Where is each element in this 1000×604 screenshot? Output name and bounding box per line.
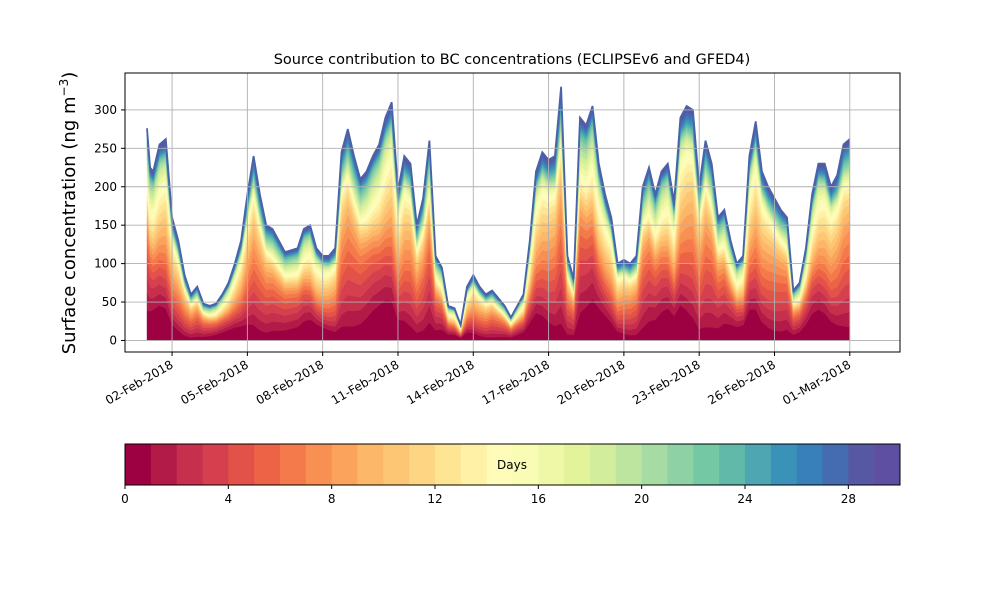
colorbar-swatch-24 <box>745 444 772 485</box>
colorbar: 0 4 8 12 16 20 24 28 <box>121 443 901 506</box>
grid-lines <box>125 73 900 352</box>
y-tick-label: 300 <box>94 103 117 117</box>
colorbar-swatch-29 <box>874 444 901 485</box>
colorbar-swatch-4 <box>228 444 255 485</box>
colorbar-swatch-22 <box>693 444 720 485</box>
y-axis-label: Surface concentration (ng m−3) <box>57 72 80 355</box>
colorbar-swatch-20 <box>641 444 668 485</box>
colorbar-swatch-27 <box>822 444 849 485</box>
colorbar-swatch-6 <box>280 444 307 485</box>
y-tick-label: 200 <box>94 180 117 194</box>
colorbar-tick-label: 28 <box>841 492 856 506</box>
colorbar-tick-label: 20 <box>634 492 649 506</box>
x-tick-label: 20-Feb-2018 <box>555 357 628 407</box>
colorbar-swatch-9 <box>357 444 384 485</box>
x-tick-label: 26-Feb-2018 <box>705 357 778 407</box>
colorbar-tick-label: 4 <box>225 492 233 506</box>
y-tick-label: 150 <box>94 218 117 232</box>
colorbar-swatch-11 <box>409 444 436 485</box>
colorbar-swatch-25 <box>770 444 798 485</box>
colorbar-swatch-5 <box>254 444 281 485</box>
colorbar-tick-label: 8 <box>328 492 336 506</box>
colorbar-tick-label: 12 <box>427 492 442 506</box>
colorbar-swatch-23 <box>719 444 746 485</box>
y-tick-label: 250 <box>94 141 117 155</box>
colorbar-swatch-2 <box>176 444 203 485</box>
y-axis-label-sup: −3 <box>57 79 71 97</box>
x-tick-label: 14-Feb-2018 <box>404 357 477 407</box>
x-tick-label: 23-Feb-2018 <box>630 357 703 407</box>
colorbar-swatch-28 <box>848 444 875 485</box>
colorbar-tick-label: 24 <box>737 492 752 506</box>
y-tick-label: 50 <box>102 295 117 309</box>
colorbar-swatch-18 <box>590 444 617 485</box>
colorbar-swatch-12 <box>435 444 462 485</box>
x-tick-label: 01-Mar-2018 <box>780 357 853 407</box>
y-tick-label: 100 <box>94 257 117 271</box>
x-tick-label: 11-Feb-2018 <box>329 357 402 407</box>
colorbar-swatch-3 <box>202 444 229 485</box>
x-tick-label: 02-Feb-2018 <box>103 357 176 407</box>
colorbar-swatch-16 <box>538 444 565 485</box>
axes-frame <box>124 72 901 353</box>
x-tick-label: 08-Feb-2018 <box>254 357 327 407</box>
colorbar-swatch-26 <box>796 444 823 485</box>
colorbar-swatch-14 <box>486 444 513 485</box>
x-tick-label: 17-Feb-2018 <box>480 357 553 407</box>
y-axis-label-main: Surface concentration (ng m <box>59 96 80 354</box>
colorbar-swatch-1 <box>150 444 178 485</box>
colorbar-label: Days <box>497 458 527 472</box>
y-tick-label: 0 <box>109 333 117 347</box>
colorbar-swatch-17 <box>564 444 591 485</box>
chart-title: Source contribution to BC concentrations… <box>274 52 751 68</box>
colorbar-tick-label: 16 <box>531 492 546 506</box>
colorbar-swatch-19 <box>615 444 643 485</box>
colorbar-swatch-15 <box>512 444 539 485</box>
x-tick-label: 05-Feb-2018 <box>178 357 251 407</box>
colorbar-swatch-10 <box>383 444 410 485</box>
colorbar-swatch-21 <box>667 444 694 485</box>
y-axis-label-close: ) <box>59 72 80 79</box>
colorbar-swatch-8 <box>331 444 358 485</box>
colorbar-swatch-0 <box>125 444 152 485</box>
colorbar-swatch-7 <box>305 444 333 485</box>
colorbar-tick-label: 0 <box>121 492 129 506</box>
colorbar-frame <box>124 443 901 486</box>
colorbar-swatch-13 <box>460 444 488 485</box>
